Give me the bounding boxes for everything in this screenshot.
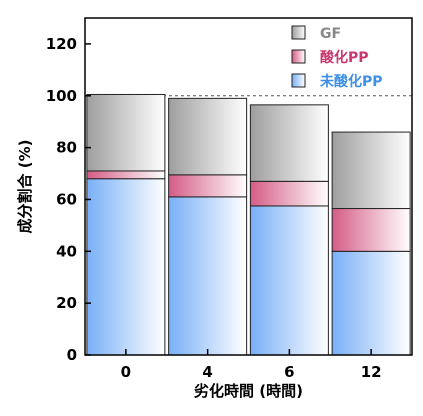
- y-tick-label: 120: [46, 35, 77, 53]
- x-axis-title: 劣化時間 (時間): [194, 382, 303, 400]
- y-tick-label: 40: [56, 242, 77, 260]
- legend-swatch: [291, 73, 306, 88]
- y-axis-title: 成分割合 (%): [16, 140, 34, 234]
- bar-segment-2-0: [86, 93, 166, 172]
- y-tick-label: 100: [46, 87, 77, 105]
- bar-segment-2-2: [249, 104, 329, 182]
- legend-label: GF: [320, 26, 341, 42]
- y-tick-label: 20: [56, 294, 77, 312]
- x-tick-label: 4: [202, 363, 212, 381]
- bar-segment-2-3: [331, 131, 411, 210]
- legend-label: 酸化PP: [320, 49, 369, 66]
- bar-segment-1-0: [86, 170, 166, 180]
- legend-swatch: [291, 25, 306, 40]
- legend: GF 酸化PP 未酸化PP: [291, 25, 383, 90]
- bar-segment-1-1: [168, 174, 248, 198]
- x-tick-label: 6: [284, 363, 294, 381]
- bar-segment-1-2: [249, 180, 329, 207]
- legend-swatch: [291, 49, 306, 64]
- bar-segment-0-3: [331, 250, 411, 356]
- bar-segment-1-3: [331, 208, 411, 252]
- plot-frame: [84, 17, 413, 356]
- bar-segment-2-1: [168, 97, 248, 176]
- bar-segment-0-2: [249, 205, 329, 356]
- y-tick-label: 80: [56, 139, 77, 157]
- x-tick-label: 0: [121, 363, 131, 381]
- bar-segment-0-0: [86, 178, 166, 356]
- y-tick-label: 60: [56, 190, 77, 208]
- bars: [86, 93, 411, 356]
- y-tick-label: 0: [67, 346, 77, 364]
- legend-label: 未酸化PP: [320, 73, 383, 90]
- bar-segment-0-1: [168, 196, 248, 356]
- x-tick-label: 12: [361, 363, 382, 381]
